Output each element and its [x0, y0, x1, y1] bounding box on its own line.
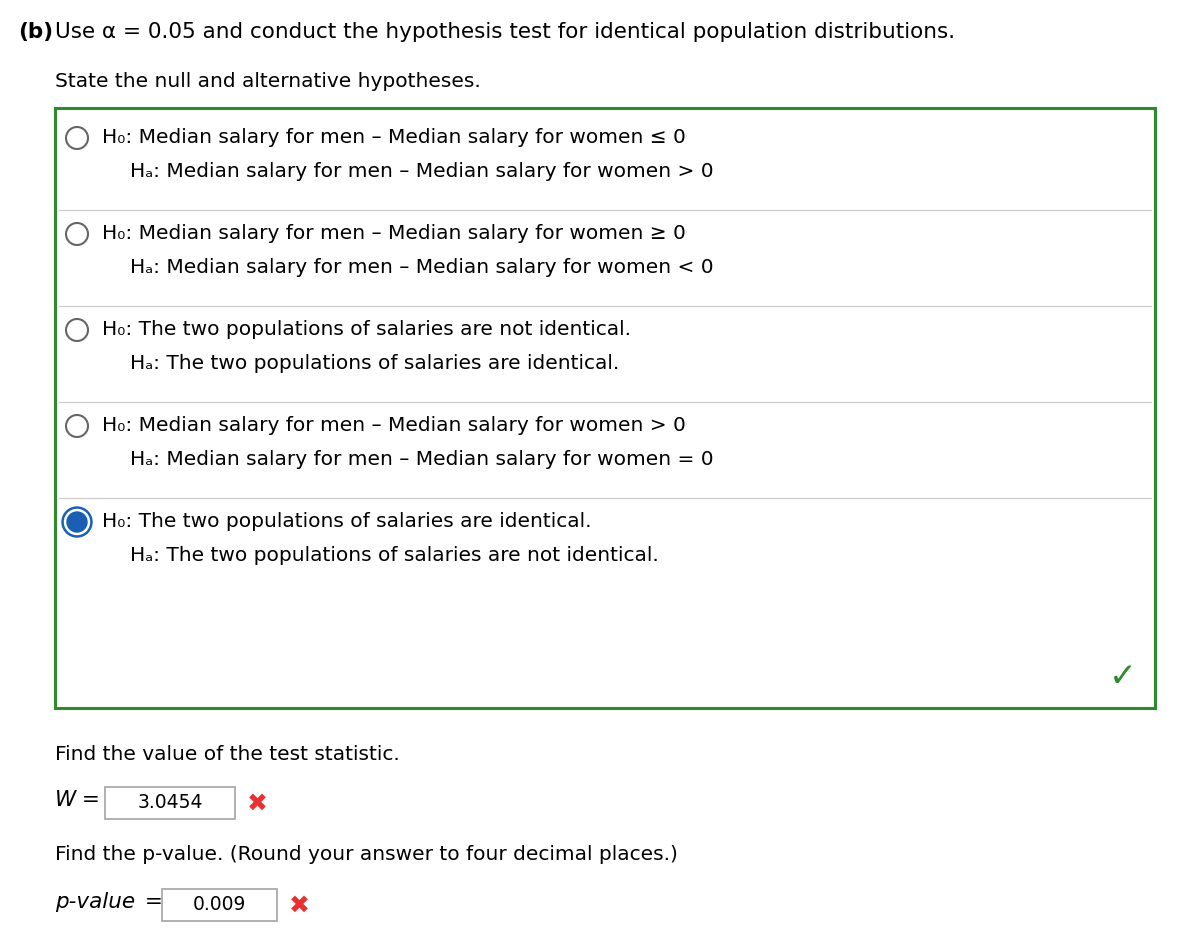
- FancyBboxPatch shape: [162, 889, 277, 921]
- Text: Find the p-value. (Round your answer to four decimal places.): Find the p-value. (Round your answer to …: [55, 845, 678, 864]
- Text: 0.009: 0.009: [193, 896, 246, 915]
- Text: ✓: ✓: [1109, 660, 1138, 693]
- Text: Find the value of the test statistic.: Find the value of the test statistic.: [55, 745, 400, 764]
- Text: H₀: The two populations of salaries are not identical.: H₀: The two populations of salaries are …: [102, 320, 631, 339]
- Text: Use α = 0.05 and conduct the hypothesis test for identical population distributi: Use α = 0.05 and conduct the hypothesis …: [55, 22, 955, 42]
- Text: Hₐ: The two populations of salaries are not identical.: Hₐ: The two populations of salaries are …: [130, 546, 659, 565]
- Text: 3.0454: 3.0454: [137, 794, 203, 812]
- Text: =: =: [138, 892, 163, 912]
- Circle shape: [67, 512, 88, 532]
- Text: H₀: Median salary for men – Median salary for women ≥ 0: H₀: Median salary for men – Median salar…: [102, 224, 686, 243]
- Text: Hₐ: Median salary for men – Median salary for women > 0: Hₐ: Median salary for men – Median salar…: [130, 162, 714, 181]
- Text: Hₐ: Median salary for men – Median salary for women = 0: Hₐ: Median salary for men – Median salar…: [130, 450, 714, 469]
- Text: p-value: p-value: [55, 892, 136, 912]
- Text: H₀: The two populations of salaries are identical.: H₀: The two populations of salaries are …: [102, 512, 592, 531]
- Text: H₀: Median salary for men – Median salary for women ≤ 0: H₀: Median salary for men – Median salar…: [102, 128, 686, 147]
- FancyBboxPatch shape: [106, 787, 235, 819]
- Text: State the null and alternative hypotheses.: State the null and alternative hypothese…: [55, 72, 481, 91]
- Text: Hₐ: Median salary for men – Median salary for women < 0: Hₐ: Median salary for men – Median salar…: [130, 258, 714, 277]
- Text: H₀: Median salary for men – Median salary for women > 0: H₀: Median salary for men – Median salar…: [102, 416, 686, 435]
- Text: W: W: [55, 790, 77, 810]
- Text: (b): (b): [18, 22, 53, 42]
- Circle shape: [62, 507, 92, 537]
- Circle shape: [65, 509, 90, 534]
- FancyBboxPatch shape: [55, 108, 1154, 708]
- Text: ✖: ✖: [247, 792, 268, 816]
- Text: Hₐ: The two populations of salaries are identical.: Hₐ: The two populations of salaries are …: [130, 354, 619, 373]
- Text: ✖: ✖: [289, 894, 310, 918]
- Text: =: =: [74, 790, 100, 810]
